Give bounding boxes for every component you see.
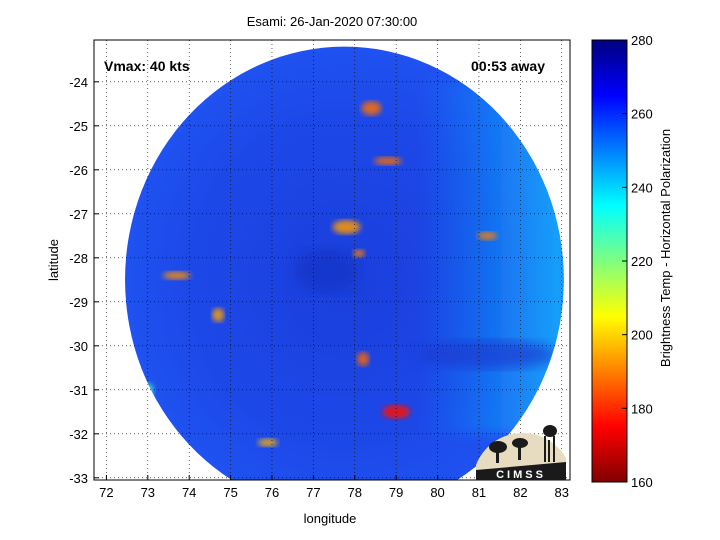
colorbar-tick-label: 240	[631, 180, 653, 195]
y-tick-label: -33	[69, 471, 88, 486]
feature-point	[332, 220, 361, 234]
y-tick-label: -26	[69, 163, 88, 178]
x-tick-label: 75	[223, 485, 237, 500]
x-tick-label: 73	[141, 485, 155, 500]
chart-title: Esami: 26-Jan-2020 07:30:00	[247, 14, 418, 29]
feature-point	[352, 249, 365, 258]
feature-point	[212, 308, 225, 322]
colorbar-tick-label: 160	[631, 475, 653, 490]
y-tick-label: -30	[69, 339, 88, 354]
x-tick-label: 78	[348, 485, 362, 500]
y-tick-label: -28	[69, 251, 88, 266]
feature-point	[357, 352, 370, 366]
feature-point	[361, 101, 382, 116]
colorbar	[591, 39, 628, 483]
x-axis: 72 73 74 75 76 77 78 79 80 81 82 83	[99, 475, 569, 500]
colorbar-tick-label: 200	[631, 328, 653, 343]
y-tick-label: -24	[69, 75, 88, 90]
colorbar-ticks: 160 180 200 220 240 260 280	[622, 33, 653, 490]
x-tick-label: 74	[182, 485, 196, 500]
x-tick-label: 80	[430, 485, 444, 500]
feature-point	[257, 438, 278, 447]
feature-point	[162, 271, 191, 280]
x-tick-label: 79	[389, 485, 403, 500]
colorbar-tick-label: 260	[631, 107, 653, 122]
vmax-annotation: Vmax: 40 kts	[104, 58, 190, 74]
x-tick-label: 82	[513, 485, 527, 500]
feature-point	[477, 231, 498, 240]
feature-point	[373, 157, 402, 165]
colorbar-label: Brightness Temp - Horizontal Polarizatio…	[658, 129, 673, 367]
cimss-logo-text: CIMSS	[496, 469, 546, 481]
colorbar-tick-label: 180	[631, 401, 653, 416]
x-tick-label: 83	[554, 485, 568, 500]
feature-point	[113, 214, 125, 222]
y-tick-label: -31	[69, 383, 88, 398]
feature-point	[382, 404, 411, 419]
y-axis-label: latitude	[46, 239, 61, 281]
x-axis-label: longitude	[304, 511, 357, 526]
y-tick-label: -25	[69, 119, 88, 134]
plot-area	[94, 40, 570, 480]
y-tick-label: -27	[69, 207, 88, 222]
time-away-annotation: 00:53 away	[471, 58, 545, 74]
colorbar-tick-label: 280	[631, 33, 653, 48]
x-tick-label: 76	[265, 485, 279, 500]
x-tick-label: 81	[472, 485, 486, 500]
y-tick-label: -32	[69, 427, 88, 442]
x-tick-label: 77	[306, 485, 320, 500]
cimss-logo: CIMSS	[476, 425, 566, 481]
x-tick-label: 72	[99, 485, 113, 500]
y-axis: -24 -25 -26 -27 -28 -29 -30 -31 -32 -33	[69, 75, 99, 486]
plot-frame	[93, 39, 571, 481]
colorbar-tick-label: 220	[631, 254, 653, 269]
swath-image	[113, 46, 564, 480]
y-tick-label: -29	[69, 295, 88, 310]
